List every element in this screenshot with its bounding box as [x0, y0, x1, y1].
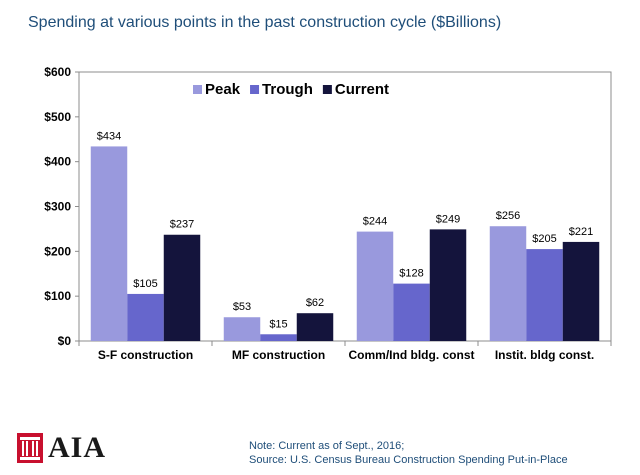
bar-peak: [223, 317, 261, 341]
bar-current: [163, 234, 201, 341]
legend: Peak Trough Current: [193, 81, 389, 98]
data-label: $256: [496, 210, 520, 222]
legend-swatch: [322, 85, 332, 94]
legend-label: Peak: [205, 81, 241, 98]
bars: [90, 146, 600, 341]
x-axis: S-F construction MF construction Comm/Ind …: [78, 341, 612, 362]
aia-logo: AIA: [17, 433, 106, 463]
data-label: $128: [399, 268, 423, 280]
y-tick-label: $0: [58, 334, 72, 348]
data-label: $53: [233, 301, 251, 313]
data-label: $15: [269, 318, 287, 330]
bar-trough: [260, 334, 297, 341]
x-tick-label: Comm/Ind bldg. const: [349, 348, 475, 362]
legend-label: Trough: [262, 81, 313, 98]
x-tick-label: S-F construction: [98, 348, 193, 362]
data-label: $105: [133, 278, 157, 290]
note-line-1: Note: Current as of Sept., 2016;: [249, 440, 405, 452]
bar-peak: [90, 146, 128, 341]
source-note: Note: Current as of Sept., 2016; Source:…: [249, 439, 568, 467]
bar-trough: [393, 283, 430, 341]
y-tick-label: $500: [44, 110, 71, 124]
legend-swatch: [250, 85, 260, 94]
x-tick-label: MF construction: [232, 348, 325, 362]
y-axis: $0 $100 $200 $300 $400 $500 $600: [44, 65, 79, 348]
y-tick-label: $600: [44, 65, 71, 79]
x-tick-label: Instit. bldg const.: [495, 348, 594, 362]
y-tick-label: $100: [44, 289, 71, 303]
data-labels: $434 $105 $237 $53 $15 $62 $244 $128 $249 $256 $20…: [97, 130, 593, 330]
chart-title: Spending at various points in the past c…: [28, 14, 502, 31]
bar-current: [562, 241, 600, 341]
data-label: $221: [569, 226, 593, 238]
y-tick-label: $300: [44, 200, 71, 214]
data-label: $244: [363, 216, 387, 228]
bar-trough: [526, 249, 563, 341]
data-label: $237: [170, 219, 194, 231]
bar-current: [296, 313, 334, 341]
legend-label: Current: [335, 81, 389, 98]
y-tick-label: $400: [44, 155, 71, 169]
logo-text: AIA: [48, 431, 107, 464]
bar-chart: $0$100$200$300$400$500$600 $434$105$237$…: [44, 65, 612, 362]
y-tick-label: $200: [44, 244, 71, 258]
data-label: $62: [306, 297, 324, 309]
bar-current: [429, 229, 467, 341]
aia-emblem-icon: [17, 433, 43, 463]
bar-trough: [127, 293, 164, 341]
data-label: $434: [97, 130, 121, 142]
data-label: $249: [436, 213, 460, 225]
note-line-2: Source: U.S. Census Bureau Construction …: [249, 454, 568, 466]
bar-peak: [489, 226, 527, 341]
data-label: $205: [532, 233, 556, 245]
bar-peak: [356, 231, 394, 341]
legend-swatch: [193, 85, 202, 94]
